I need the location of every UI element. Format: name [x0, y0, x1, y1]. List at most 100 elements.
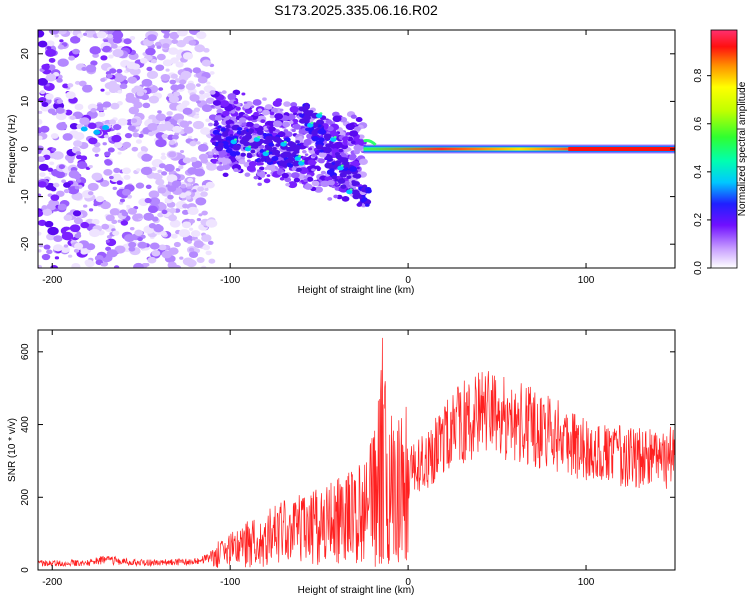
heatmap-cell — [69, 35, 81, 44]
heatmap-cell — [63, 188, 70, 194]
heatmap-cell — [211, 137, 216, 141]
heatmap-cell — [93, 202, 98, 207]
heatmap-cell — [57, 58, 69, 67]
heatmap-cell — [179, 79, 187, 85]
heatmap-cell — [182, 52, 194, 60]
heatmap-cell — [214, 115, 223, 121]
heatmap-cell — [283, 140, 287, 143]
heatmap-cell — [168, 151, 177, 158]
heatmap-cell — [298, 155, 302, 158]
heatmap-cell — [325, 143, 332, 149]
heatmap-cell — [288, 120, 294, 125]
heatmap-cell — [201, 234, 212, 242]
heatmap-cell — [220, 100, 230, 107]
heatmap-cell — [169, 219, 181, 228]
heatmap-cell — [56, 99, 64, 104]
heatmap-cell — [112, 36, 122, 44]
heatmap-cell — [208, 114, 217, 121]
heatmap-cell — [217, 125, 222, 129]
heatmap-cell — [295, 140, 300, 144]
heatmap-cell — [38, 210, 44, 218]
heatmap-cell — [88, 164, 93, 169]
heatmap-cell — [87, 182, 99, 191]
heatmap-cell — [264, 166, 269, 171]
heatmap-cell — [50, 194, 60, 201]
heatmap-cell — [301, 149, 307, 154]
heatmap-cell — [222, 110, 230, 117]
heatmap-cell — [171, 233, 178, 239]
snr-series-line — [38, 337, 675, 568]
heatmap-cell — [38, 193, 42, 197]
heatmap-cell — [156, 45, 162, 49]
heatmap-cell — [333, 135, 337, 139]
heatmap-cell — [122, 141, 132, 149]
heatmap-cell — [53, 182, 60, 188]
heatmap-cell — [314, 186, 323, 193]
heatmap-cell — [349, 188, 353, 191]
heatmap-cell — [51, 147, 57, 152]
heatmap-cell — [168, 214, 178, 222]
colorbar: 0.0 0.2 0.4 0.6 0.8 Normalized spectral ampl… — [693, 29, 748, 275]
heatmap-cell — [80, 155, 88, 161]
heatmap-cell — [39, 172, 46, 177]
heatmap-cell — [290, 102, 298, 108]
heatmap-cell — [138, 133, 144, 138]
heatmap-cell — [192, 189, 197, 193]
snr-x-label: Height of straight line (km) — [298, 585, 415, 596]
heatmap-cell — [316, 168, 321, 172]
heatmap-cell — [147, 256, 157, 264]
heatmap-cell — [155, 178, 165, 186]
heatmap-cell — [49, 161, 55, 166]
heatmap-cell — [127, 207, 137, 215]
heatmap-cell — [104, 151, 111, 157]
heatmap-cell — [119, 83, 128, 90]
heatmap-cell — [112, 48, 124, 58]
heatmap-cell — [200, 158, 209, 164]
heatmap-cell — [188, 227, 194, 231]
heatmap-cell — [189, 140, 197, 147]
heatmap-cell — [200, 127, 211, 135]
heatmap-cell — [44, 220, 54, 228]
heatmap-cell — [343, 136, 350, 141]
heatmap-cell — [172, 125, 182, 133]
heatmap-cell — [102, 101, 112, 108]
heatmap-cell — [199, 90, 205, 95]
heatmap-cell — [137, 241, 148, 249]
heatmap-cell — [87, 191, 94, 196]
heatmap-cell — [340, 184, 347, 189]
heatmap-cell — [259, 166, 265, 171]
heatmap-cell — [148, 131, 155, 137]
heatmap-cell — [74, 233, 82, 239]
heatmap-cell — [160, 30, 171, 34]
y-tick-label: 20 — [20, 48, 31, 60]
heatmap-cell — [298, 136, 303, 139]
heatmap-cell — [229, 134, 234, 137]
heatmap-cell — [206, 162, 217, 171]
heatmap-cell — [283, 129, 289, 133]
heatmap-cell — [81, 66, 87, 71]
heatmap-cell — [205, 181, 215, 189]
heatmap-cell — [337, 178, 346, 184]
heatmap-cell — [310, 121, 314, 124]
heatmap-cell — [257, 182, 262, 186]
heatmap-cell — [188, 247, 195, 252]
heatmap-cell — [65, 91, 76, 99]
heatmap-cell — [289, 106, 299, 113]
heatmap-cell — [120, 220, 129, 226]
heatmap-cell — [107, 147, 115, 153]
heatmap-cell — [105, 214, 115, 222]
heatmap-cell — [123, 174, 131, 180]
heatmap-cell — [262, 109, 270, 116]
heatmap-cell — [134, 85, 144, 93]
snr-panel: -200 -100 0 100 0 200 400 600 Height of straig… — [7, 329, 676, 596]
heatmap-cell — [38, 135, 43, 141]
heatmap-cell — [283, 101, 291, 107]
heatmap-cell — [53, 235, 63, 243]
heatmap-cell — [127, 76, 138, 84]
heatmap-cell — [286, 146, 293, 152]
heatmap-cell — [253, 123, 260, 129]
heatmap-cell — [131, 63, 140, 70]
y-tick-label: 0 — [20, 567, 31, 573]
spectrogram-y-label: Frequency (Hz) — [7, 115, 18, 184]
heatmap-cell — [67, 254, 73, 258]
